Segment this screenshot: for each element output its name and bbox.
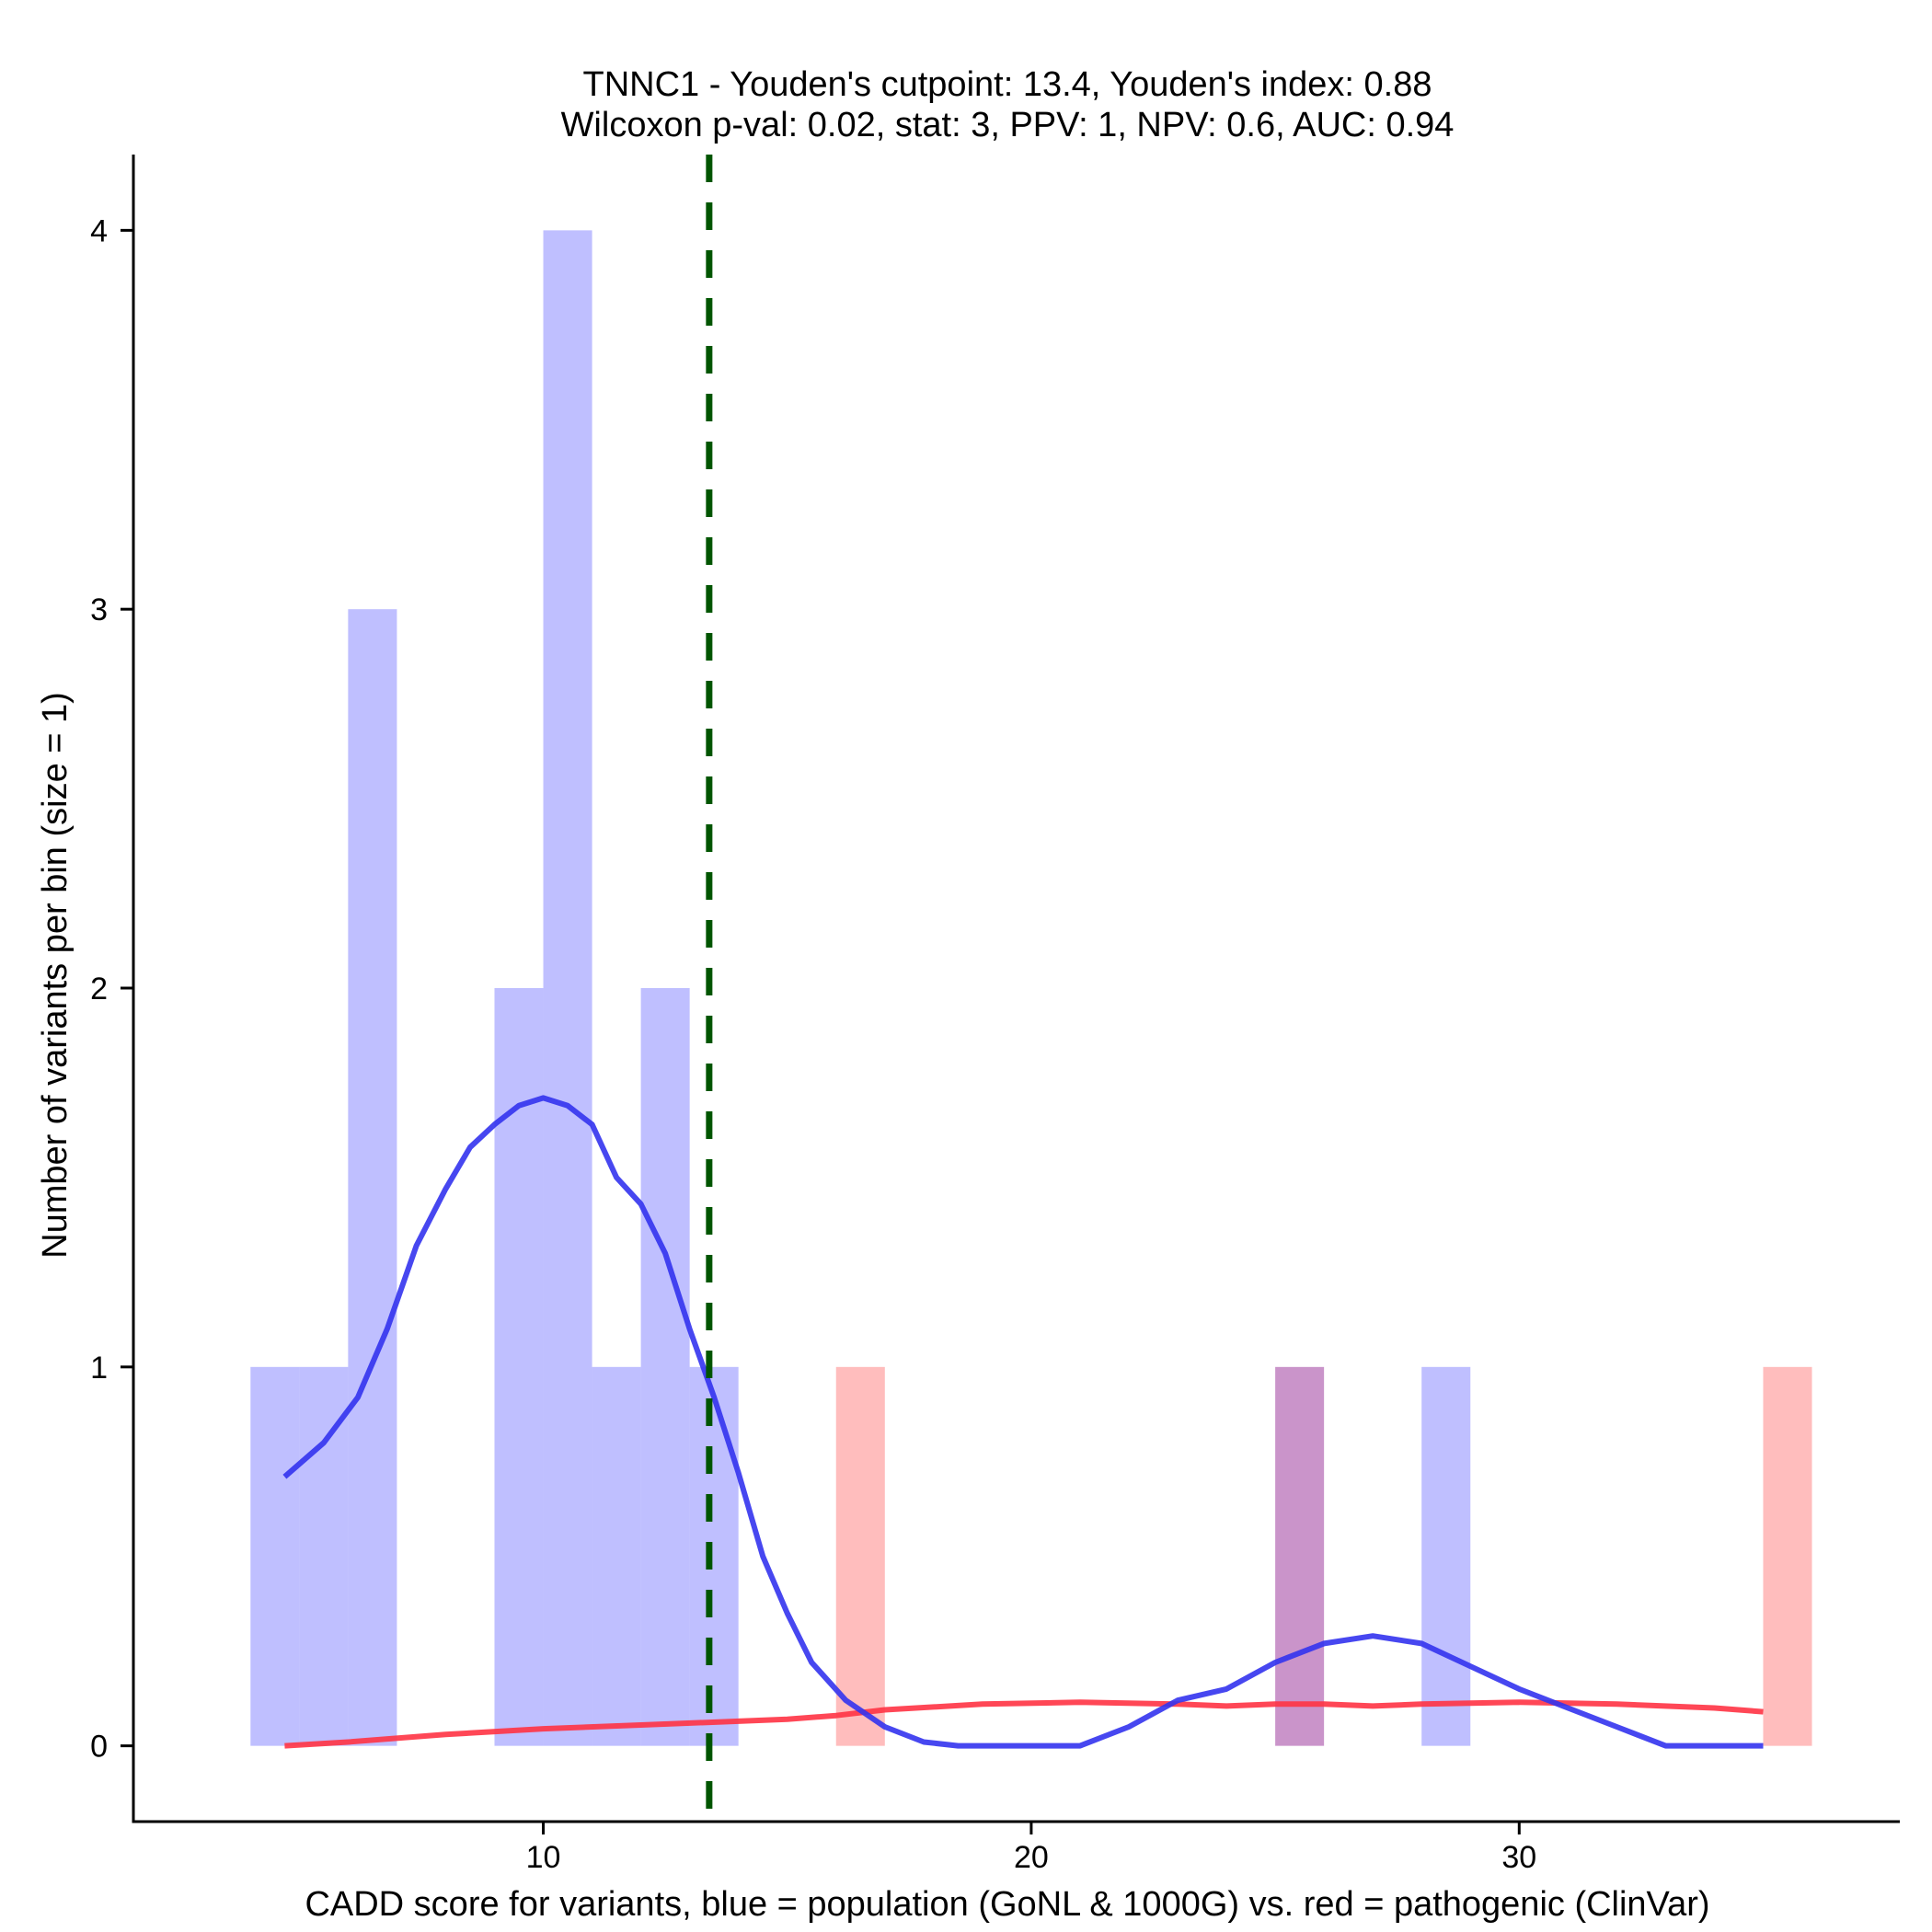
- bars-layer: [250, 230, 1812, 1746]
- pathogenic-bar: [835, 1366, 885, 1746]
- y-tick-label: 2: [90, 972, 108, 1006]
- y-tick-label: 3: [90, 592, 108, 627]
- x-axis-label: CADD score for variants, blue = populati…: [305, 1885, 1709, 1924]
- population-bar: [250, 1366, 300, 1746]
- population-bar: [592, 1366, 641, 1746]
- pathogenic-density-line: [284, 1699, 1764, 1749]
- chart-subtitle: Wilcoxon p-val: 0.02, stat: 3, PPV: 1, N…: [561, 106, 1455, 144]
- y-tick-label: 4: [90, 213, 108, 248]
- population-bar: [1421, 1366, 1471, 1746]
- population-bar: [299, 1366, 349, 1746]
- population-density-line: [282, 1095, 1764, 1749]
- x-tick-label: 20: [1014, 1840, 1049, 1875]
- population-bar: [640, 988, 690, 1746]
- overlap-bar: [1275, 1366, 1325, 1746]
- population-bar: [348, 609, 397, 1746]
- population-bar: [543, 230, 592, 1746]
- x-tick-label: 10: [526, 1840, 561, 1875]
- y-tick-label: 1: [90, 1351, 108, 1386]
- axes-layer: 10 20 30 0 1 2 3 4: [90, 155, 1900, 1875]
- population-bar: [689, 1366, 739, 1746]
- pathogenic-bar: [1763, 1366, 1812, 1746]
- y-axis-label: Number of variants per bin (size = 1): [36, 692, 75, 1259]
- population-bar: [494, 988, 544, 1746]
- chart-title: TNNC1 - Youden's cutpoint: 13.4, Youden'…: [583, 65, 1432, 104]
- density-layer: [282, 1095, 1764, 1749]
- y-tick-label: 0: [90, 1730, 108, 1765]
- x-tick-label: 30: [1501, 1840, 1536, 1875]
